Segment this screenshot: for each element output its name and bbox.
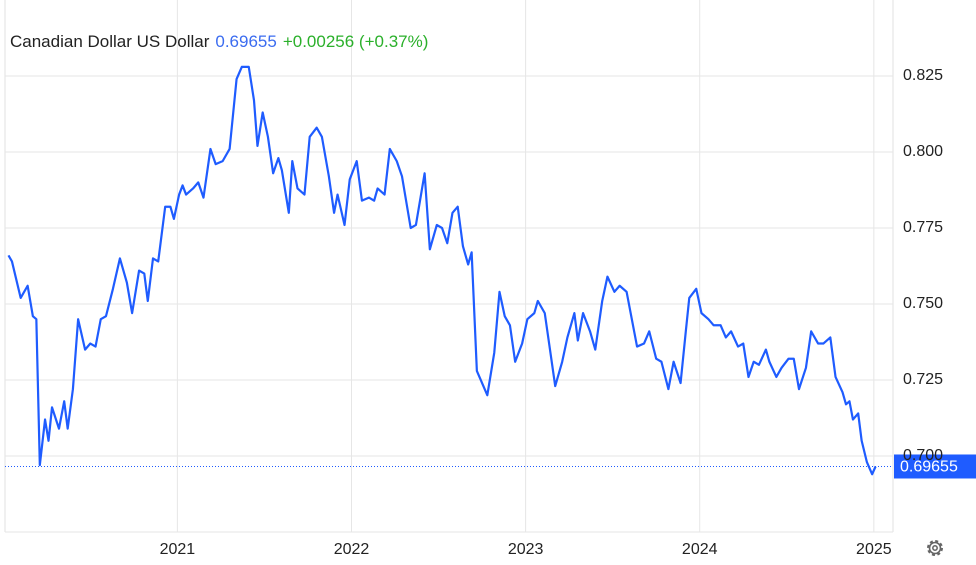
- gear-body: [928, 541, 942, 555]
- header: Canadian Dollar US Dollar 0.69655 +0.00256…: [10, 32, 428, 51]
- price-line: [7, 65, 877, 476]
- y-tick-label: 0.700: [903, 447, 943, 464]
- settings-icon[interactable]: [927, 540, 943, 556]
- x-tick-label: 2022: [334, 541, 370, 558]
- gear-hole: [932, 545, 938, 551]
- x-tick-label: 2024: [682, 541, 718, 558]
- gear-teeth: [927, 540, 943, 556]
- y-tick-label: 0.825: [903, 67, 943, 84]
- price-tag-label: 0.69655: [900, 459, 958, 476]
- series: [7, 65, 877, 476]
- y-tick-label: 0.725: [903, 371, 943, 388]
- header-change: +0.00256 (+0.37%): [283, 32, 429, 51]
- grid: [5, 0, 893, 532]
- header-price: 0.69655: [215, 32, 276, 51]
- price-tag: 0.69655: [894, 454, 976, 479]
- price-tag-bg: [894, 454, 976, 479]
- y-tick-label: 0.775: [903, 219, 943, 236]
- y-tick-label: 0.750: [903, 295, 943, 312]
- x-tick-label: 2025: [856, 541, 892, 558]
- chart-title: Canadian Dollar US Dollar: [10, 32, 210, 51]
- x-tick-label: 2023: [508, 541, 544, 558]
- x-tick-label: 2021: [160, 541, 196, 558]
- y-tick-label: 0.800: [903, 143, 943, 160]
